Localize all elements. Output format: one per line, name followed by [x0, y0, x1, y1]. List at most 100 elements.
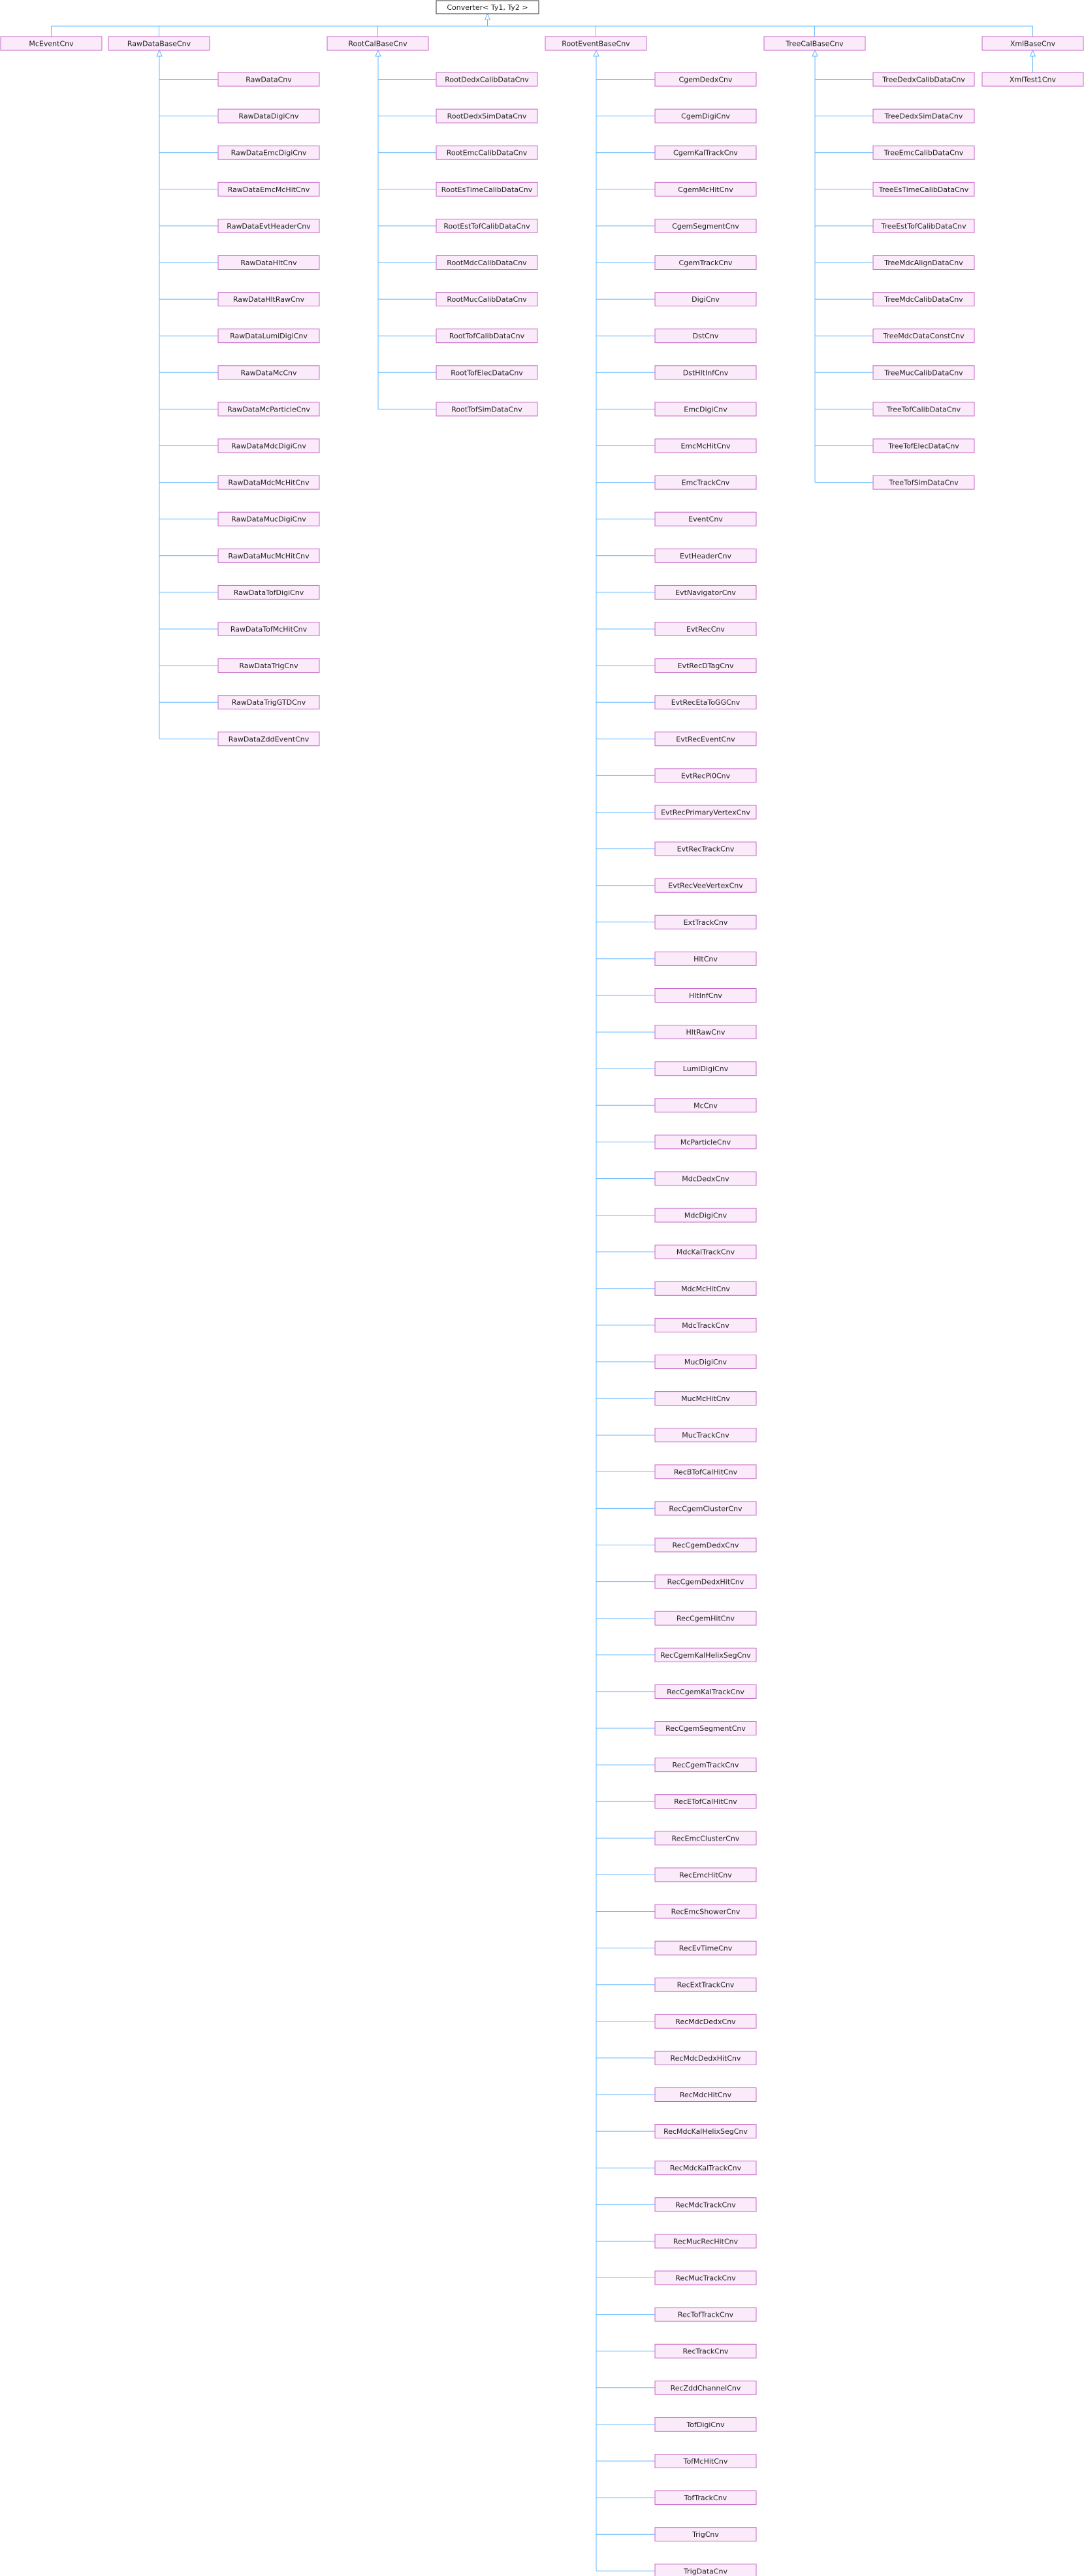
node-mdcdedxcnv[interactable]: MdcDedxCnv	[654, 1171, 757, 1186]
node-eventcnv[interactable]: EventCnv	[654, 511, 757, 526]
node-xmlbasecnv[interactable]: XmlBaseCnv	[981, 36, 1084, 51]
node-rawdatahltrawcnv[interactable]: RawDataHltRawCnv	[217, 292, 320, 307]
node-roottofcalibdatacnv[interactable]: RootTofCalibDataCnv	[436, 329, 538, 344]
node-treetofelecdatacnv[interactable]: TreeTofElecDataCnv	[872, 438, 975, 453]
node-rawdatamcparticlecnv[interactable]: RawDataMcParticleCnv	[217, 402, 320, 417]
node-rootdedxcalibdatacnv[interactable]: RootDedxCalibDataCnv	[436, 72, 538, 87]
node-rootmuccalibdatacnv[interactable]: RootMucCalibDataCnv	[436, 292, 538, 307]
node-treemdccalibdatacnv[interactable]: TreeMdcCalibDataCnv	[872, 292, 975, 307]
node-evtrecveevertexcnv[interactable]: EvtRecVeeVertexCnv	[654, 878, 757, 893]
node-tofmchitcnv[interactable]: TofMcHitCnv	[654, 2454, 757, 2468]
node-root[interactable]: Converter< Ty1, Ty2 >	[436, 0, 539, 14]
node-rawdatatofmchitcnv[interactable]: RawDataTofMcHitCnv	[217, 622, 320, 636]
node-recmucrechitcnv[interactable]: RecMucRecHitCnv	[654, 2234, 757, 2249]
node-rawdatamucdigicnv[interactable]: RawDataMucDigiCnv	[217, 511, 320, 526]
node-dstcnv[interactable]: DstCnv	[654, 329, 757, 344]
node-tofdigicnv[interactable]: TofDigiCnv	[654, 2417, 757, 2432]
node-reczddchannelcnv[interactable]: RecZddChannelCnv	[654, 2380, 757, 2395]
node-rootmdccalibdatacnv[interactable]: RootMdcCalibDataCnv	[436, 255, 538, 270]
node-rawdataemcdigicnv[interactable]: RawDataEmcDigiCnv	[217, 145, 320, 160]
node-recemcshowercnv[interactable]: RecEmcShowerCnv	[654, 1904, 757, 1919]
node-roottofsimdatacnv[interactable]: RootTofSimDataCnv	[436, 402, 538, 417]
node-evtrectrackcnv[interactable]: EvtRecTrackCnv	[654, 841, 757, 856]
node-rawdataemcmchitcnv[interactable]: RawDataEmcMcHitCnv	[217, 182, 320, 197]
node-treecalbasecnv[interactable]: TreeCalBaseCnv	[763, 36, 866, 51]
node-evtrecpi0cnv[interactable]: EvtRecPi0Cnv	[654, 768, 757, 783]
node-rawdatatofdigicnv[interactable]: RawDataTofDigiCnv	[217, 585, 320, 600]
node-rectrackcnv[interactable]: RecTrackCnv	[654, 2343, 757, 2359]
node-rootemccalibdatacnv[interactable]: RootEmcCalibDataCnv	[436, 145, 538, 160]
node-evtrecdtagcnv[interactable]: EvtRecDTagCnv	[654, 658, 757, 673]
node-muctrackcnv[interactable]: MucTrackCnv	[654, 1428, 757, 1443]
node-trigdatacnv[interactable]: TrigDataCnv	[654, 2564, 757, 2576]
node-rawdatabasecnv[interactable]: RawDataBaseCnv	[108, 36, 210, 51]
node-evtrecetatoggcnv[interactable]: EvtRecEtaToGGCnv	[654, 695, 757, 710]
node-rectoftrackcnv[interactable]: RecTofTrackCnv	[654, 2307, 757, 2322]
node-rootdedxsimdatacnv[interactable]: RootDedxSimDataCnv	[436, 108, 538, 123]
node-reccgemsegmentcnv[interactable]: RecCgemSegmentCnv	[654, 1721, 757, 1735]
node-mdcdigicnv[interactable]: MdcDigiCnv	[654, 1208, 757, 1223]
node-cgemdedxcnv[interactable]: CgemDedxCnv	[654, 72, 757, 87]
node-evtheadercnv[interactable]: EvtHeaderCnv	[654, 548, 757, 563]
node-recmdchitcnv[interactable]: RecMdcHitCnv	[654, 2087, 757, 2102]
node-rawdatalumidigicnv[interactable]: RawDataLumiDigiCnv	[217, 329, 320, 344]
node-reccgemdedxhitcnv[interactable]: RecCgemDedxHitCnv	[654, 1574, 757, 1589]
node-treeemccalibdatacnv[interactable]: TreeEmcCalibDataCnv	[872, 145, 975, 160]
node-reccgemkaltrackcnv[interactable]: RecCgemKalTrackCnv	[654, 1684, 757, 1699]
node-treeesttofcalibdatacnv[interactable]: TreeEstTofCalibDataCnv	[872, 218, 975, 233]
node-rooteventbasecnv[interactable]: RootEventBaseCnv	[545, 36, 647, 51]
node-hltinfcnv[interactable]: HltInfCnv	[654, 988, 757, 1003]
node-treededxsimdatacnv[interactable]: TreeDedxSimDataCnv	[872, 108, 975, 123]
node-digicnv[interactable]: DigiCnv	[654, 292, 757, 307]
node-recemchitcnv[interactable]: RecEmcHitCnv	[654, 1867, 757, 1882]
node-recmdckalhelixsegcnv[interactable]: RecMdcKalHelixSegCnv	[654, 2124, 757, 2139]
node-recbtofcalhitcnv[interactable]: RecBTofCalHitCnv	[654, 1464, 757, 1479]
node-hltrawcnv[interactable]: HltRawCnv	[654, 1025, 757, 1040]
node-trigcnv[interactable]: TrigCnv	[654, 2527, 757, 2542]
node-treededxcalibdatacnv[interactable]: TreeDedxCalibDataCnv	[872, 72, 975, 87]
node-cgemmchitcnv[interactable]: CgemMcHitCnv	[654, 182, 757, 197]
node-cgemdigicnv[interactable]: CgemDigiCnv	[654, 108, 757, 123]
node-emcmchitcnv[interactable]: EmcMcHitCnv	[654, 438, 757, 453]
node-recmdcdedxcnv[interactable]: RecMdcDedxCnv	[654, 2014, 757, 2029]
node-recmdcdedxhitcnv[interactable]: RecMdcDedxHitCnv	[654, 2050, 757, 2065]
node-cgemsegmentcnv[interactable]: CgemSegmentCnv	[654, 218, 757, 233]
node-treemdcdataconstcnv[interactable]: TreeMdcDataConstCnv	[872, 329, 975, 344]
node-rawdatadigicnv[interactable]: RawDataDigiCnv	[217, 108, 320, 123]
node-mccnv[interactable]: McCnv	[654, 1098, 757, 1113]
node-recmdctrackcnv[interactable]: RecMdcTrackCnv	[654, 2197, 757, 2212]
node-rawdatamucmchitcnv[interactable]: RawDataMucMcHitCnv	[217, 548, 320, 563]
node-recmuctrackcnv[interactable]: RecMucTrackCnv	[654, 2270, 757, 2285]
node-rawdataevtheadercnv[interactable]: RawDataEvtHeaderCnv	[217, 218, 320, 233]
node-xmltest1cnv[interactable]: XmlTest1Cnv	[981, 72, 1084, 87]
node-rawdatatrigcnv[interactable]: RawDataTrigCnv	[217, 658, 320, 673]
node-mceventcnv[interactable]: McEventCnv	[0, 36, 103, 51]
node-rawdatamccnv[interactable]: RawDataMcCnv	[217, 365, 320, 380]
node-rawdatahltcnv[interactable]: RawDataHltCnv	[217, 255, 320, 270]
node-reccgemhitcnv[interactable]: RecCgemHitCnv	[654, 1611, 757, 1626]
node-recemcclustercnv[interactable]: RecEmcClusterCnv	[654, 1831, 757, 1846]
node-recevtimecnv[interactable]: RecEvTimeCnv	[654, 1940, 757, 1956]
node-rawdatazddeventcnv[interactable]: RawDataZddEventCnv	[217, 732, 320, 747]
node-dsthltinfcnv[interactable]: DstHltInfCnv	[654, 365, 757, 380]
node-evtrecprimaryvertexcnv[interactable]: EvtRecPrimaryVertexCnv	[654, 805, 757, 820]
node-rootesttofcalibdatacnv[interactable]: RootEstTofCalibDataCnv	[436, 218, 538, 233]
node-treeestimecalibdatacnv[interactable]: TreeEsTimeCalibDataCnv	[872, 182, 975, 197]
node-recexttrackcnv[interactable]: RecExtTrackCnv	[654, 1977, 757, 1992]
node-reccgemclustercnv[interactable]: RecCgemClusterCnv	[654, 1501, 757, 1516]
node-rawdatamdcdigicnv[interactable]: RawDataMdcDigiCnv	[217, 438, 320, 453]
node-lumidigicnv[interactable]: LumiDigiCnv	[654, 1061, 757, 1076]
node-reccgemkalhelixsegcnv[interactable]: RecCgemKalHelixSegCnv	[654, 1647, 757, 1662]
node-mcparticlecnv[interactable]: McParticleCnv	[654, 1135, 757, 1150]
node-emctrackcnv[interactable]: EmcTrackCnv	[654, 475, 757, 490]
node-recmdckaltrackcnv[interactable]: RecMdcKalTrackCnv	[654, 2161, 757, 2176]
node-emcdigicnv[interactable]: EmcDigiCnv	[654, 402, 757, 417]
node-treetofcalibdatacnv[interactable]: TreeTofCalibDataCnv	[872, 402, 975, 417]
node-rootcalbasecnv[interactable]: RootCalBaseCnv	[327, 36, 429, 51]
node-cgemtrackcnv[interactable]: CgemTrackCnv	[654, 255, 757, 270]
node-cgemkaltrackcnv[interactable]: CgemKalTrackCnv	[654, 145, 757, 160]
node-hltcnv[interactable]: HltCnv	[654, 951, 757, 966]
node-mdcmchitcnv[interactable]: MdcMcHitCnv	[654, 1281, 757, 1296]
node-rawdatamdcmchitcnv[interactable]: RawDataMdcMcHitCnv	[217, 475, 320, 490]
node-rawdatatriggtdcnv[interactable]: RawDataTrigGTDCnv	[217, 695, 320, 710]
